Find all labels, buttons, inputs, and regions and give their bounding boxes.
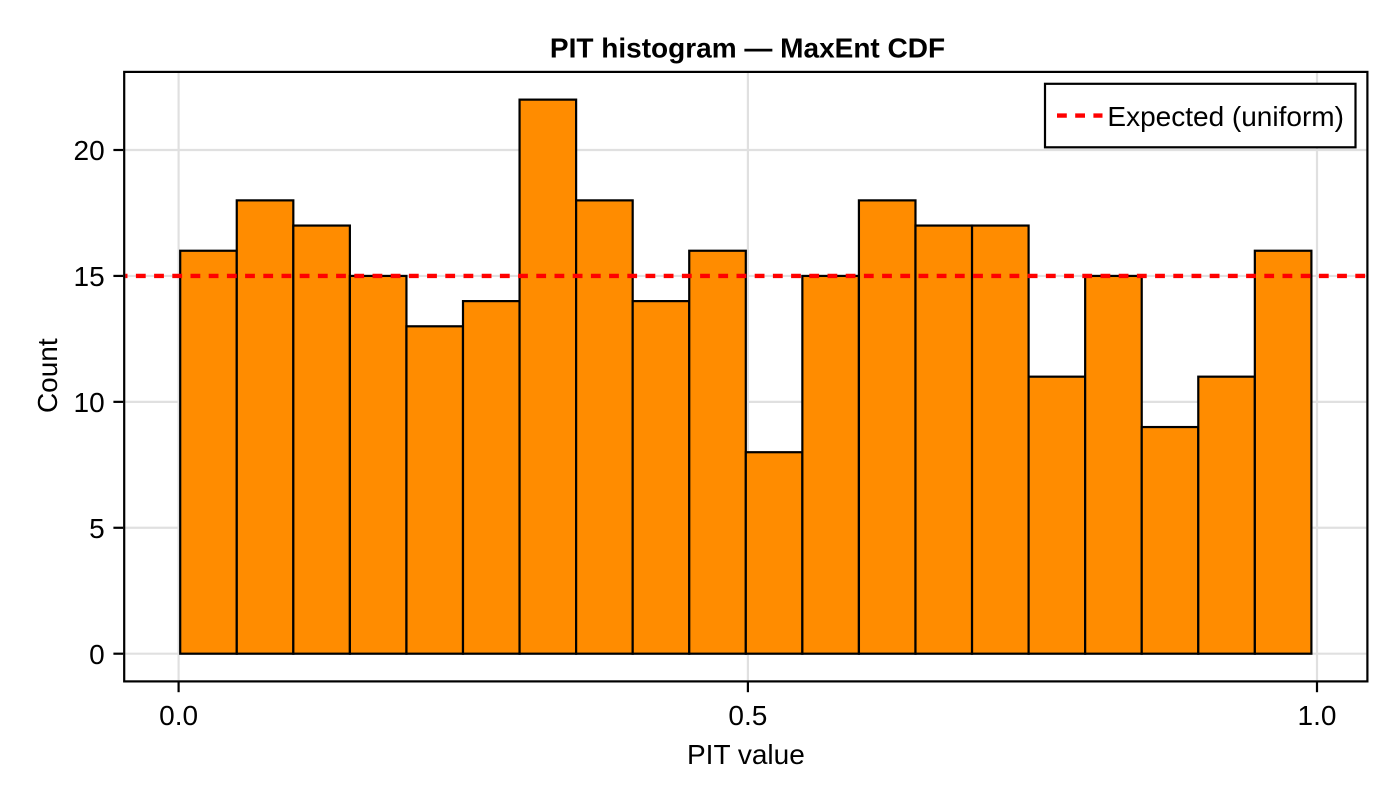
svg-text:20: 20 xyxy=(74,135,105,166)
svg-text:PIT value: PIT value xyxy=(687,739,805,770)
svg-text:0.5: 0.5 xyxy=(728,700,767,731)
svg-text:PIT histogram — MaxEnt CDF: PIT histogram — MaxEnt CDF xyxy=(550,32,945,63)
svg-text:0.0: 0.0 xyxy=(159,700,198,731)
svg-text:5: 5 xyxy=(89,513,105,544)
svg-text:Expected (uniform): Expected (uniform) xyxy=(1107,101,1344,132)
svg-text:Count: Count xyxy=(32,338,63,413)
svg-text:10: 10 xyxy=(74,387,105,418)
svg-text:1.0: 1.0 xyxy=(1298,700,1337,731)
svg-text:0: 0 xyxy=(89,639,105,670)
svg-text:15: 15 xyxy=(74,261,105,292)
